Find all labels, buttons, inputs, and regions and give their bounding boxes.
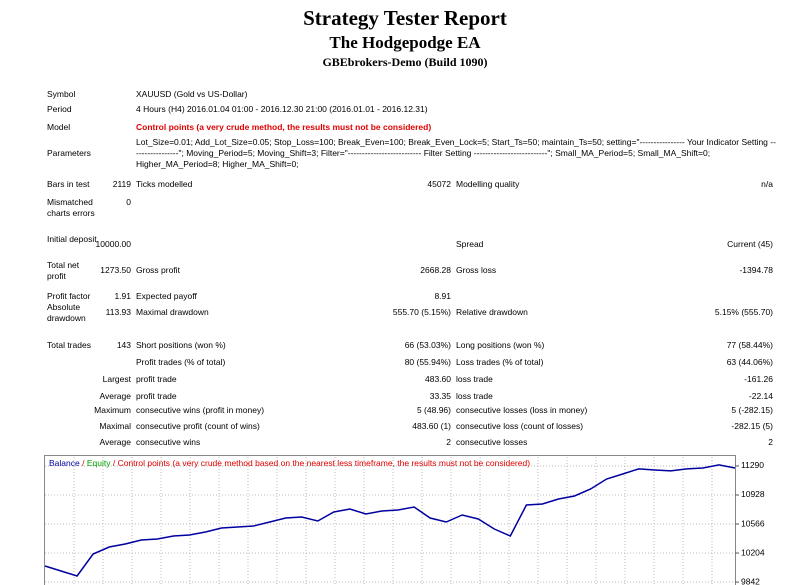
balance-line [44,464,736,577]
stat-value: -282.15 (5) [731,421,773,431]
stat-label: Maximal drawdown [136,307,209,317]
stat-label: Loss trades (% of total) [456,357,544,367]
stat-value: 45072 [427,179,451,189]
info-label: Parameters [47,148,91,158]
stat-value: 5 (48.96) [416,405,451,415]
stat-value: 2119 [112,179,131,189]
info-value: XAUUSD (Gold vs US-Dollar) [136,89,248,99]
stat-value: Maximum [94,405,131,415]
stat-value: 113.93 [105,307,131,317]
stat-label: Profit trades (% of total) [136,357,226,367]
stat-label: Gross loss [456,265,497,275]
y-tick-label: 10566 [741,518,765,528]
stat-value: -1394.78 [739,265,773,275]
stat-value: 143 [116,340,131,350]
stat-value: 63 (44.06%) [726,357,773,367]
stat-label: loss trade [456,374,493,384]
stat-label: Absolute drawdown [47,302,86,323]
stat-value: Maximal [99,421,131,431]
stat-value: 483.60 [425,374,451,384]
stat-label: profit trade [136,391,177,401]
y-tick-label: 9842 [741,576,760,585]
stat-label: consecutive profit (count of wins) [136,421,260,431]
stat-value: Average [99,437,131,447]
stat-value: 77 (58.44%) [726,340,773,350]
stat-label: Gross profit [136,265,180,275]
stat-value: -22.14 [748,391,773,401]
legend-note: Control points (a very crude method base… [118,458,531,468]
stat-label: loss trade [456,391,493,401]
stat-value: 5.15% (555.70) [714,307,773,317]
legend-entry: Balance [49,458,80,468]
stat-label: Long positions (won %) [456,340,545,350]
stat-label: profit trade [136,374,177,384]
stat-value: 1273.50 [100,265,131,275]
report-subtitle: The Hodgepodge EA [329,33,481,52]
stat-label: Initial deposit [47,234,97,244]
stat-value: 5 (-282.15) [731,405,773,415]
report-broker: GBEbrokers-Demo (Build 1090) [322,55,488,69]
info-label: Model [47,122,71,132]
balance-chart: 9842 10204 10566 10928 11290 Balance / Equity… [44,455,765,585]
stat-value: 10000.00 [95,239,131,249]
stat-value: 2668.28 [420,265,451,275]
stat-value: 2 [446,437,451,447]
stat-value: Current (45) [727,239,773,249]
stat-label: consecutive losses (loss in money) [456,405,588,415]
y-tick-label: 10928 [741,489,765,499]
info-value: Lot_Size=0.01; Add_Lot_Size=0.05; Stop_L… [136,137,776,169]
stat-label: Total net profit [47,260,80,281]
stat-value: Largest [102,374,131,384]
stat-value: 483.60 (1) [412,421,451,431]
stat-value: n/a [761,179,773,189]
stat-label: Expected payoff [136,291,197,301]
y-tick-label: 11290 [741,460,764,470]
legend-separator: / [113,458,116,468]
stat-value: 2 [768,437,773,447]
y-tick-label: 10204 [741,547,765,557]
stat-value: Average [99,391,131,401]
report-title: Strategy Tester Report [303,6,507,30]
stat-value: -161.26 [744,374,773,384]
stat-label: Profit factor [47,291,91,301]
legend-entry: Equity [87,458,111,468]
info-label: Symbol [47,89,76,99]
stat-value: 1.91 [114,291,131,301]
stat-label: Mismatched charts errors [47,197,95,218]
stat-label: consecutive wins [136,437,201,447]
legend: Balance / Equity / Control points (a ver… [49,458,530,468]
stat-label: Bars in test [47,179,90,189]
stat-label: Ticks modelled [136,179,193,189]
stat-label: Spread [456,239,484,249]
stat-value: 80 (55.94%) [404,357,451,367]
legend-separator: / [82,458,85,468]
stat-value: 8.91 [434,291,451,301]
stat-label: consecutive losses [456,437,528,447]
stat-value: 0 [126,197,131,207]
stat-label: consecutive wins (profit in money) [136,405,265,415]
plot-frame [44,455,736,585]
stat-label: consecutive loss (count of losses) [456,421,584,431]
info-value: 4 Hours (H4) 2016.01.04 01:00 - 2016.12.… [136,104,428,114]
stat-label: Total trades [47,340,91,350]
info-label: Period [47,104,72,114]
stat-label: Relative drawdown [456,307,528,317]
stat-label: Short positions (won %) [136,340,226,350]
stat-value: 66 (53.03%) [404,340,451,350]
stat-value: 555.70 (5.15%) [392,307,451,317]
stat-value: 33.35 [429,391,451,401]
info-value: Control points (a very crude method, the… [136,122,432,132]
stat-label: Modelling quality [456,179,520,189]
